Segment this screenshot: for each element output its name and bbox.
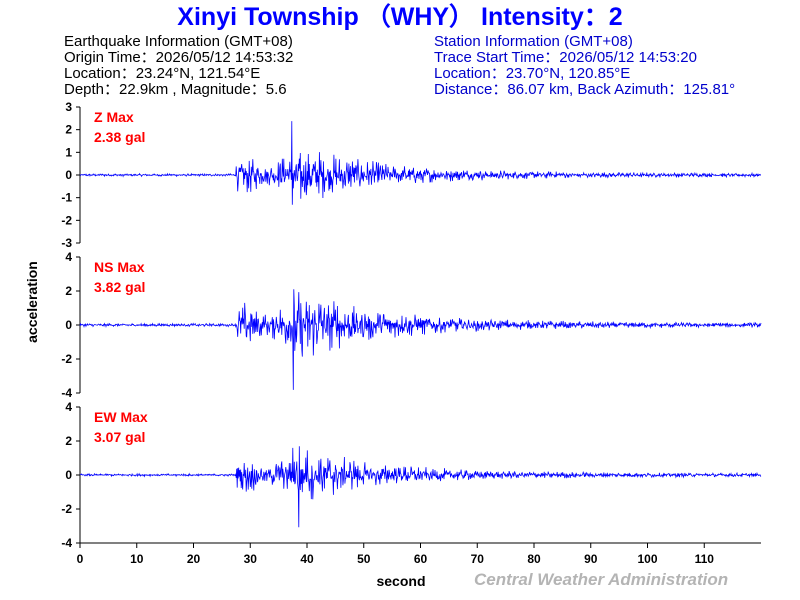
y-tick-label-ew: 0 (65, 468, 72, 482)
x-tick-label: 0 (77, 552, 84, 566)
waveform-ew (79, 446, 762, 528)
x-tick-label: 20 (187, 552, 201, 566)
origin-time: Origin Time：2026/05/12 14:53:32 (64, 49, 294, 66)
x-tick-label: 110 (695, 552, 715, 566)
chart-title: Xinyi Township （WHY） Intensity：2 (177, 3, 623, 31)
x-axis-label: second (376, 573, 425, 589)
station-location: Location：23.70°N, 120.85°E (434, 65, 631, 82)
agency-credit: Central Weather Administration (474, 570, 729, 589)
y-tick-label-ew: 2 (65, 434, 72, 448)
y-tick-label-ns: -4 (61, 386, 72, 400)
y-tick-label-ns: 4 (65, 250, 72, 264)
epicenter-location: Location：23.24°N, 121.54°E (64, 65, 261, 82)
y-tick-label-z: 3 (65, 100, 72, 114)
x-tick-label: 40 (300, 552, 314, 566)
max-label-ew: EW Max (94, 409, 148, 425)
waveform-z (79, 121, 761, 205)
x-tick-label: 30 (244, 552, 258, 566)
y-tick-label-z: 0 (65, 168, 72, 182)
y-tick-label-z: 1 (65, 145, 72, 159)
y-tick-label-z: -3 (61, 236, 72, 250)
x-tick-label: 50 (357, 552, 371, 566)
earthquake-info-heading: Earthquake Information (GMT+08) (64, 33, 293, 50)
x-tick-label: 90 (584, 552, 598, 566)
y-tick-label-ew: -2 (61, 502, 72, 516)
y-tick-label-ew: 4 (65, 400, 72, 414)
y-tick-label-ns: 0 (65, 318, 72, 332)
distance-azimuth: Distance：86.07 km, Back Azimuth：125.81° (434, 81, 736, 98)
max-value-z: 2.38 gal (94, 129, 145, 145)
y-tick-label-ns: 2 (65, 284, 72, 298)
y-axis-label: acceleration (24, 261, 40, 343)
depth-magnitude: Depth：22.9km , Magnitude：5.6 (64, 81, 287, 98)
y-tick-label-z: -2 (61, 213, 72, 227)
waveform-ns (79, 289, 762, 390)
y-tick-label-ns: -2 (61, 352, 72, 366)
x-tick-label: 60 (414, 552, 428, 566)
trace-start-time: Trace Start Time：2026/05/12 14:53:20 (434, 49, 697, 66)
y-tick-label-ew: -4 (61, 536, 72, 550)
y-tick-label-z: 2 (65, 123, 72, 137)
max-label-ns: NS Max (94, 259, 145, 275)
x-tick-label: 80 (527, 552, 541, 566)
max-value-ew: 3.07 gal (94, 429, 145, 445)
max-value-ns: 3.82 gal (94, 279, 145, 295)
y-tick-label-z: -1 (61, 191, 72, 205)
x-tick-label: 70 (471, 552, 485, 566)
x-tick-label: 100 (637, 552, 657, 566)
station-info-heading: Station Information (GMT+08) (434, 33, 633, 50)
station-info: Station Information (GMT+08) Trace Start… (434, 34, 735, 98)
x-tick-label: 10 (130, 552, 144, 566)
max-label-z: Z Max (94, 109, 134, 125)
earthquake-info: Earthquake Information (GMT+08) Origin T… (64, 34, 293, 98)
